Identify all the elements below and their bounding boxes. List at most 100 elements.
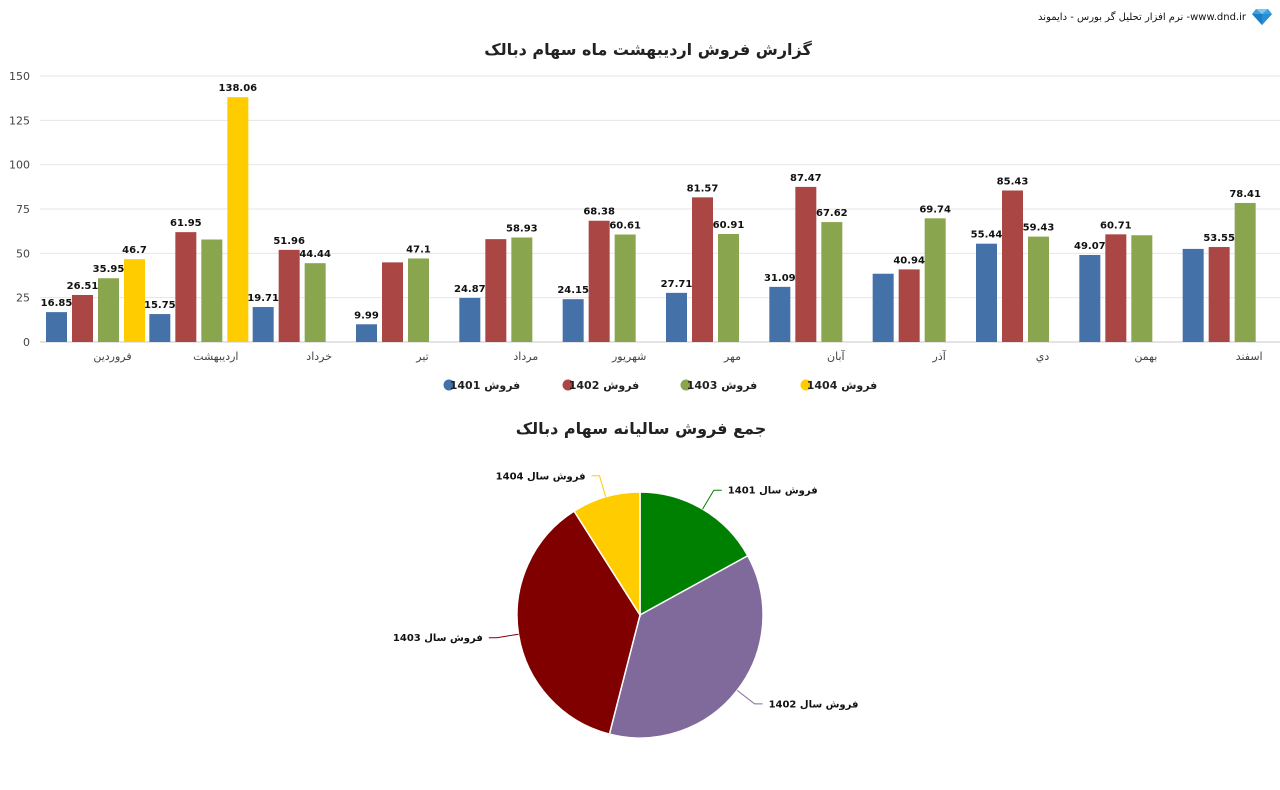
bar <box>1131 235 1153 342</box>
pie-slice <box>639 491 749 617</box>
y-tick-label: 150 <box>9 70 30 83</box>
bar-data-label: 44.44 <box>299 249 331 260</box>
pie-labels: فروش سال 1401 فروش سال 1402 فروش سال 1403 ف… <box>393 471 859 710</box>
bar-chart-legend: فروش 1401 فروش 1402 فروش 1403 فروش 1404 <box>443 379 877 392</box>
bar-data-label: 60.91 <box>713 220 745 231</box>
bar <box>872 273 894 342</box>
bar <box>175 232 197 342</box>
bar-data-label: 47.1 <box>406 244 431 255</box>
bar-chart-y-ticks: 0 25 50 75 100 125 150 <box>9 70 30 349</box>
bar-chart-bars <box>46 97 1256 342</box>
bar-data-label: 40.94 <box>893 255 925 266</box>
bar-data-label: 53.55 <box>1203 233 1235 244</box>
bar <box>1182 248 1204 342</box>
bar <box>46 312 67 342</box>
x-category-label: آذر <box>932 349 947 363</box>
bar <box>562 299 584 342</box>
bar-data-label: 51.96 <box>273 236 305 247</box>
bar <box>485 239 507 342</box>
y-tick-label: 125 <box>9 114 30 127</box>
bar <box>252 307 274 342</box>
x-category-label: اسفند <box>1236 350 1263 363</box>
pie-chart-title: جمع فروش سالیانه سهام دبالک <box>516 419 767 438</box>
bar <box>924 218 946 342</box>
pie-slice-label: فروش سال 1402 <box>769 699 859 710</box>
bar-data-label: 60.71 <box>1100 220 1132 231</box>
bar <box>278 249 300 342</box>
bar <box>795 186 817 342</box>
bar-data-label: 60.61 <box>609 221 641 232</box>
x-category-label: مرداد <box>513 350 538 363</box>
bar <box>382 262 403 342</box>
legend-marker <box>800 379 812 391</box>
bar-data-label: 24.87 <box>454 284 486 295</box>
bar <box>898 269 920 342</box>
legend-label: فروش 1401 <box>450 379 521 392</box>
bar-chart-categories: فروردین اردیبهشت خرداد تیر مرداد شهریور مهر آبا… <box>93 349 1262 363</box>
x-category-label: بهمن <box>1134 350 1157 363</box>
bar-data-label: 58.93 <box>506 223 538 234</box>
bar-data-label: 16.85 <box>41 298 73 309</box>
bar <box>98 278 119 342</box>
x-category-label: آبان <box>827 349 845 363</box>
pie-chart: جمع فروش سالیانه سهام دبالک فروش سال 140… <box>393 419 859 739</box>
x-category-label: فروردین <box>93 350 131 363</box>
pie-leader-line <box>488 633 519 639</box>
y-tick-label: 100 <box>9 159 30 172</box>
bar <box>718 233 739 342</box>
bar <box>201 239 223 342</box>
x-category-label: شهریور <box>611 350 646 363</box>
bar <box>356 324 377 342</box>
legend-marker <box>680 379 692 391</box>
legend-marker <box>443 379 455 391</box>
bar <box>459 297 481 342</box>
bar-data-label: 138.06 <box>219 83 258 94</box>
bar <box>821 222 843 342</box>
bar-data-label: 27.71 <box>661 279 693 290</box>
bar <box>976 243 997 342</box>
bar <box>692 197 713 342</box>
bar <box>614 234 636 342</box>
bar-data-label: 68.38 <box>583 207 615 218</box>
bar-data-label: 15.75 <box>144 300 176 311</box>
pie-slice <box>608 554 764 739</box>
bar <box>1105 234 1127 342</box>
bar-chart: گزارش فروش اردیبهشت ماه سهام دبالک 0 25 50… <box>9 40 1280 392</box>
bar-data-label: 35.95 <box>93 264 125 275</box>
x-category-label: تیر <box>415 350 428 363</box>
x-category-label: اردیبهشت <box>193 350 238 363</box>
bar-data-label: 69.74 <box>919 204 951 215</box>
x-category-label: مهر <box>723 350 741 363</box>
pie-slices <box>516 491 764 739</box>
pie-slice-label: فروش سال 1403 <box>393 633 483 644</box>
brand-text: نرم افزار تحلیل گر بورس - دایموند -www.d… <box>1038 11 1246 23</box>
bar <box>511 237 533 342</box>
x-category-label: خرداد <box>306 350 332 363</box>
bar <box>72 294 93 342</box>
bar <box>227 97 249 342</box>
bar <box>1234 202 1256 342</box>
legend-marker <box>562 379 574 391</box>
bar-data-label: 24.15 <box>557 285 589 296</box>
bar <box>1208 247 1230 342</box>
bar <box>1002 190 1023 342</box>
bar-data-label: 61.95 <box>170 218 202 229</box>
bar-data-label: 78.41 <box>1229 189 1261 200</box>
bar-data-label: 81.57 <box>687 183 719 194</box>
diamond-icon <box>1252 9 1272 25</box>
bar-data-label: 67.62 <box>816 208 848 219</box>
bar-data-label: 9.99 <box>354 310 379 321</box>
bar-data-label: 26.51 <box>67 281 99 292</box>
bar <box>124 259 145 342</box>
bar-data-label: 59.43 <box>1023 223 1055 234</box>
bar <box>1079 254 1101 342</box>
pie-leader-line <box>702 489 722 510</box>
bar <box>769 286 791 342</box>
y-tick-label: 25 <box>16 292 30 305</box>
legend-label: فروش 1402 <box>569 379 640 392</box>
bar-data-label: 46.7 <box>122 245 147 256</box>
bar-chart-data-labels: 16.85 26.51 35.95 46.7 15.75 61.95 138.06 19.71… <box>41 83 1261 321</box>
legend-label: فروش 1403 <box>687 379 758 392</box>
y-tick-label: 0 <box>23 336 30 349</box>
